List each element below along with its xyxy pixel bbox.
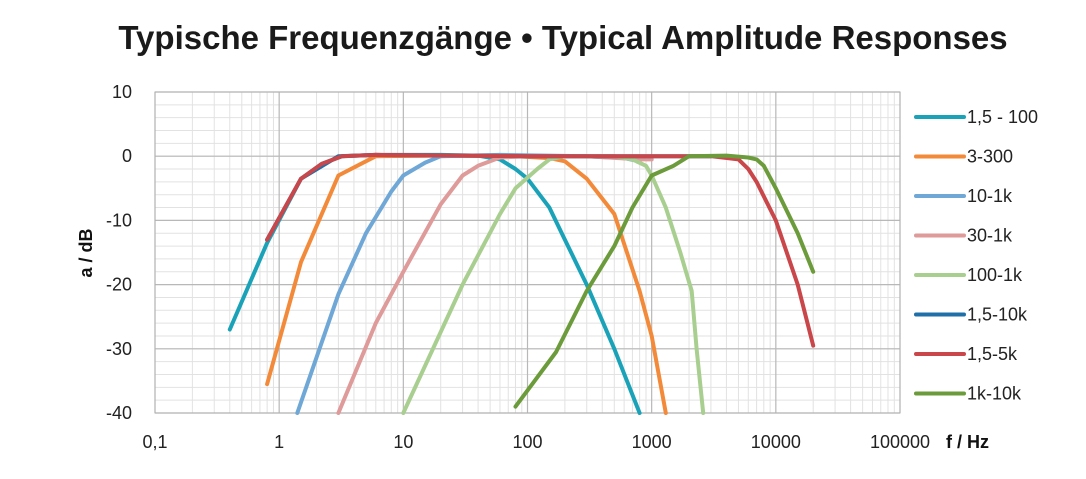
x-tick-label: 100000 (870, 432, 930, 452)
legend-label: 30-1k (967, 226, 1013, 246)
x-tick-label: 100 (512, 432, 542, 452)
legend-label: 1,5-5k (967, 344, 1018, 364)
y-tick-label: 10 (112, 82, 132, 102)
y-tick-label: -20 (106, 275, 132, 295)
legend-label: 1,5 - 100 (967, 107, 1038, 127)
legend-label: 10-1k (967, 186, 1013, 206)
chart-legend: 1,5 - 100 3-300 10-1k 30-1k 100-1k 1,5-10k 1,5… (914, 107, 1038, 404)
y-tick-label: -30 (106, 339, 132, 359)
plot-frame (154, 91, 901, 414)
y-tick-label: -10 (106, 210, 132, 230)
x-tick-label: 10 (393, 432, 413, 452)
y-axis-label: a / dB (76, 228, 96, 277)
x-tick-label: 0,1 (142, 432, 167, 452)
y-tick-label: -40 (106, 403, 132, 423)
x-axis-label: f / Hz (946, 432, 989, 452)
legend-label: 3-300 (967, 147, 1013, 167)
chart-title: Typische Frequenzgänge • Typical Amplitu… (118, 19, 1007, 56)
series-line-1-5-10k (265, 152, 713, 242)
chart-series (227, 152, 816, 415)
series-line-1k-10k (513, 153, 816, 409)
y-tick-label: 0 (122, 146, 132, 166)
x-tick-label: 10000 (751, 432, 801, 452)
legend-label: 1,5-10k (967, 305, 1028, 325)
legend-label: 1k-10k (967, 384, 1022, 404)
legend-label: 100-1k (967, 265, 1023, 285)
x-tick-label: 1000 (632, 432, 672, 452)
series-line-1-5-5k (265, 152, 816, 348)
x-tick-label: 1 (274, 432, 284, 452)
